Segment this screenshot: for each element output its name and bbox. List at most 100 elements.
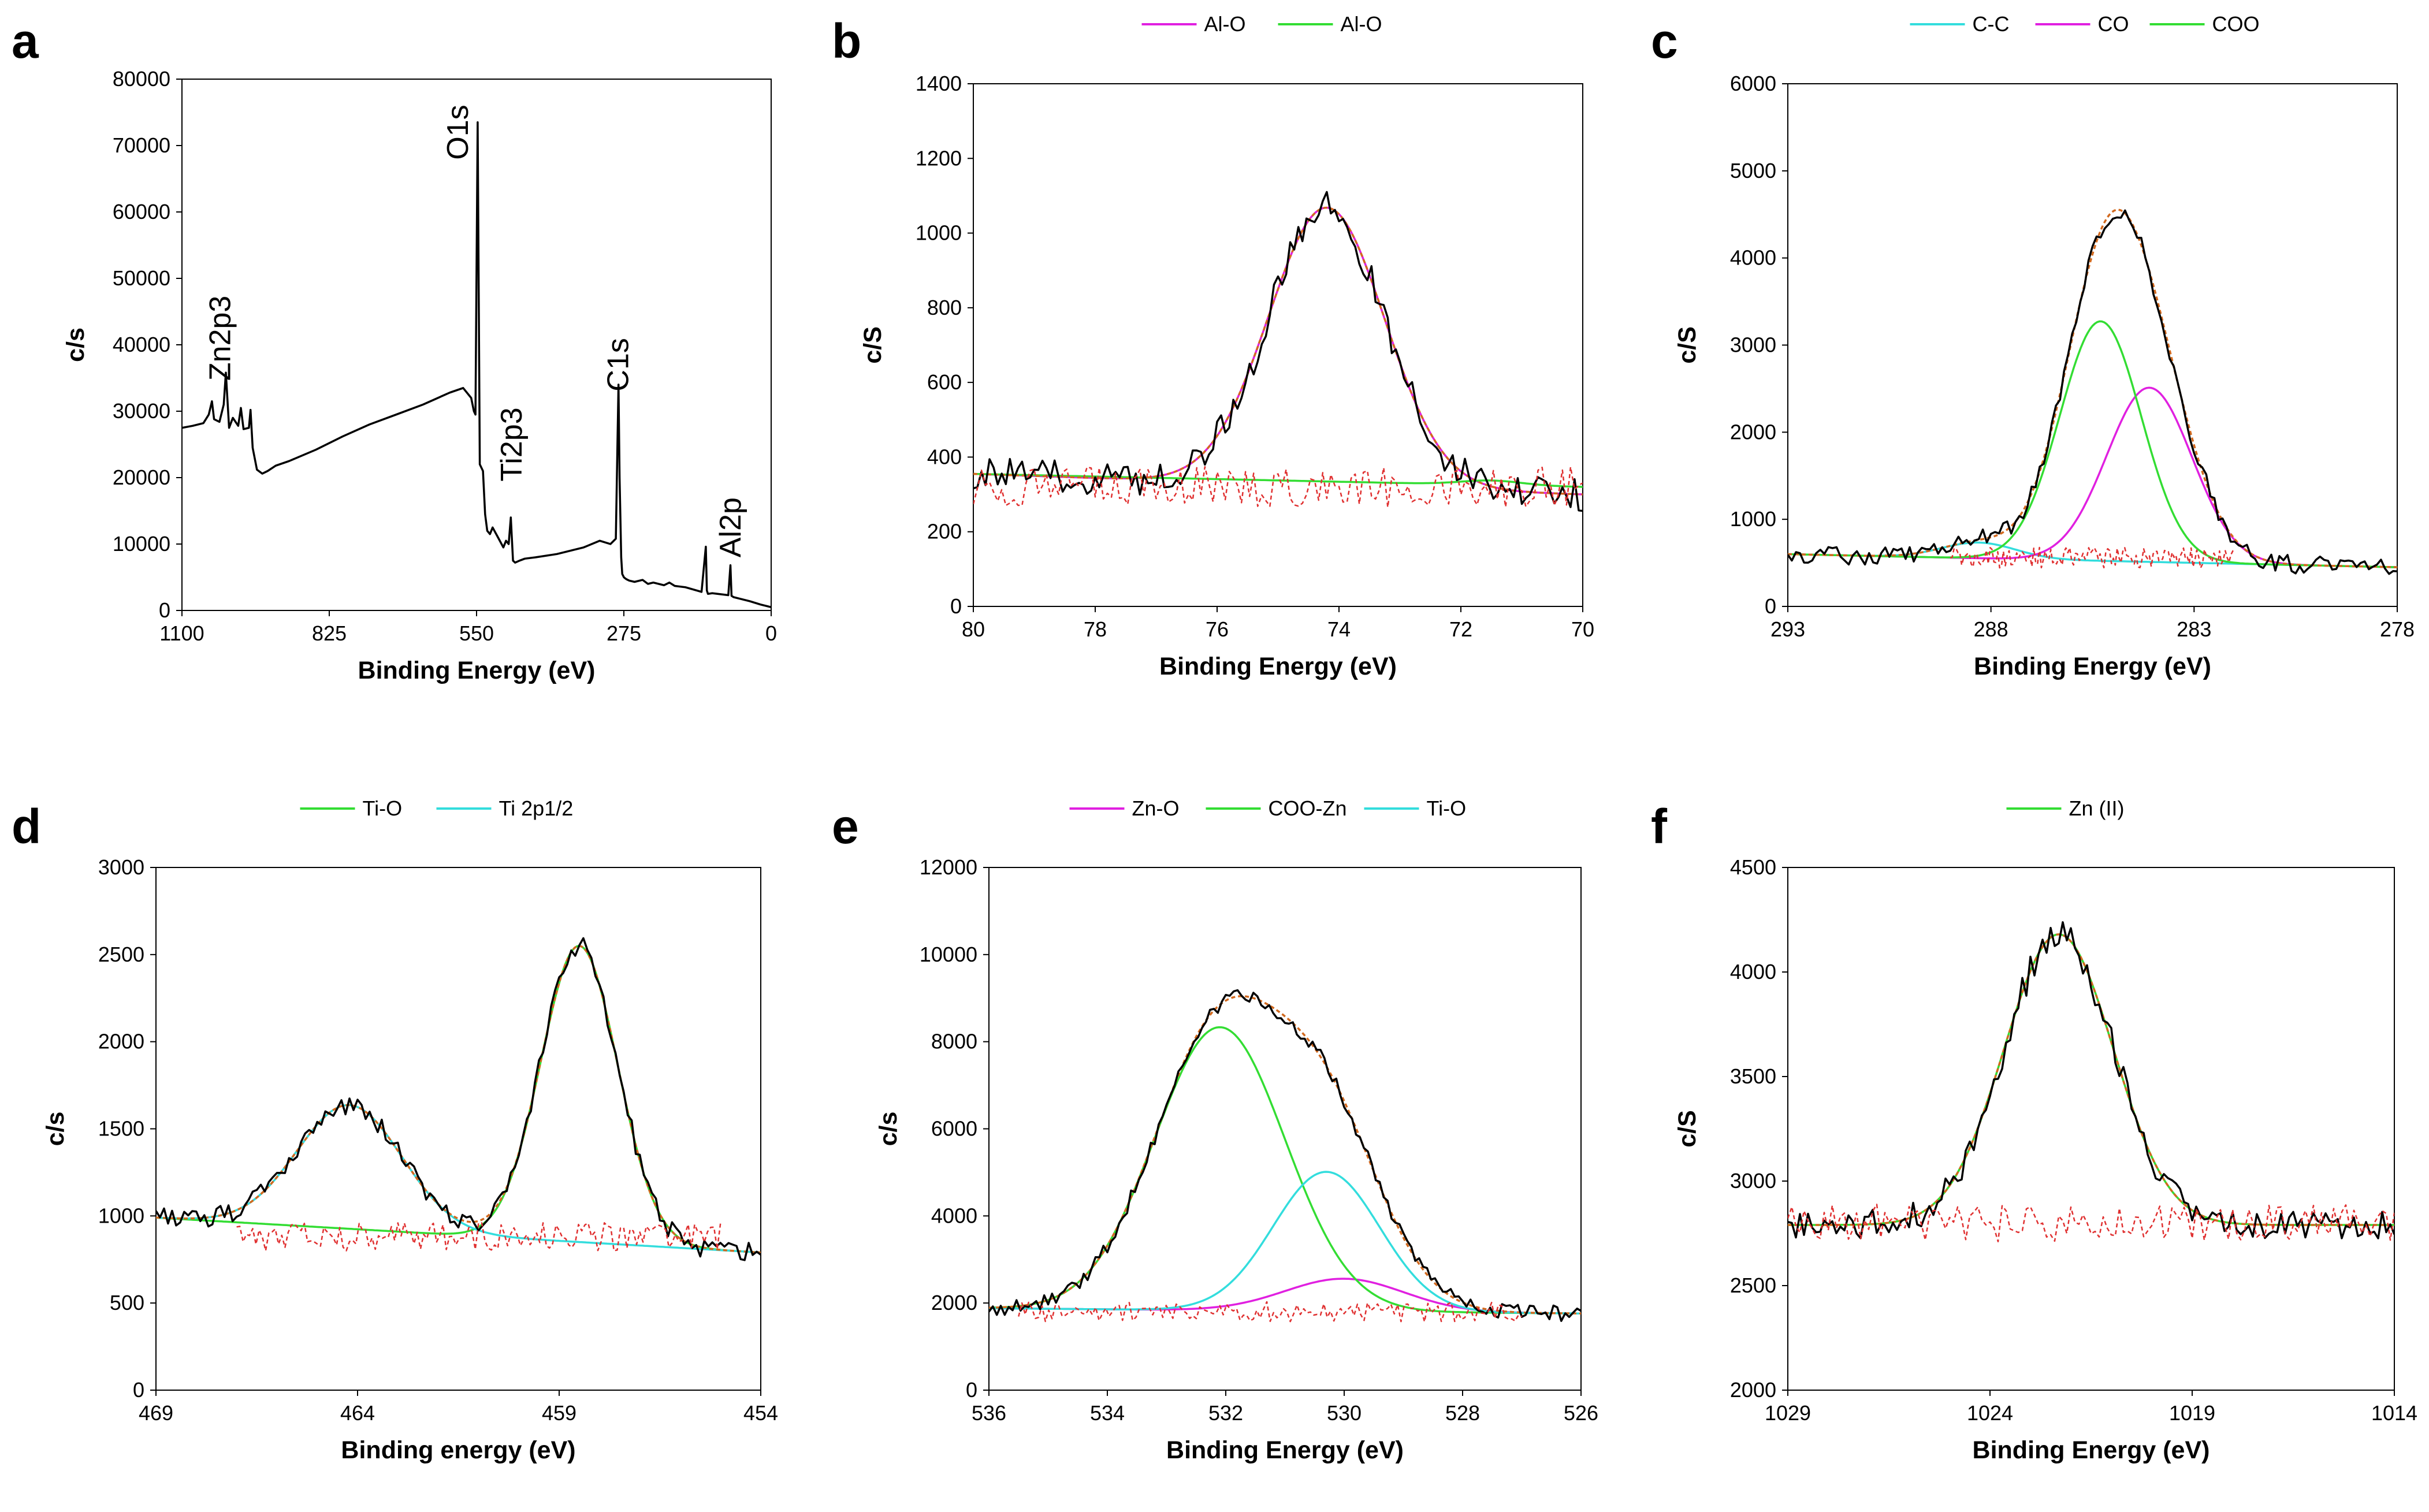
y-tick-label-d: 500 xyxy=(110,1291,144,1314)
legend-label-b: Al-O xyxy=(1341,12,1382,36)
y-tick-label-c: 0 xyxy=(1765,594,1776,618)
series-raw-b xyxy=(973,191,1583,512)
y-tick-label-c: 2000 xyxy=(1730,420,1776,444)
panel-letter-d: d xyxy=(12,799,41,854)
x-tick-label-e: 530 xyxy=(1327,1401,1362,1425)
panel-e: e 536 534 532 530 528 526 0 2000 4000 6000 8000 1000… xyxy=(832,796,1598,1464)
y-tick-label-d: 3000 xyxy=(98,855,144,879)
y-tick-label-f: 3500 xyxy=(1730,1064,1776,1088)
legend-label-b: Al-O xyxy=(1204,12,1246,36)
x-axis-title-d: Binding energy (eV) xyxy=(341,1436,575,1464)
series-residual-f xyxy=(1788,1204,2394,1243)
plot-frame-f xyxy=(1787,867,2395,1391)
series-residual-c xyxy=(1950,546,2235,569)
y-tick-label-f: 3000 xyxy=(1730,1169,1776,1193)
y-tick-label-a: 30000 xyxy=(113,399,170,423)
y-axis-title-c: c/S xyxy=(1673,326,1701,364)
y-tick-label-a: 50000 xyxy=(113,266,170,290)
series-raw-e xyxy=(989,989,1581,1322)
y-tick-label-e: 10000 xyxy=(920,943,977,966)
series-envelope-c xyxy=(1788,208,2397,568)
x-tick-label-b: 80 xyxy=(962,617,985,641)
x-tick-label-e: 528 xyxy=(1445,1401,1480,1425)
x-tick-label-d: 454 xyxy=(743,1401,778,1425)
x-tick-label-b: 70 xyxy=(1571,617,1594,641)
x-tick-label-f: 1029 xyxy=(1765,1401,1811,1425)
x-tick-label-f: 1014 xyxy=(2371,1401,2417,1425)
y-tick-label-b: 0 xyxy=(950,594,962,618)
y-tick-label-b: 200 xyxy=(927,520,962,543)
peak-label-c1s: C1s xyxy=(601,338,635,391)
y-tick-label-d: 1500 xyxy=(98,1117,144,1141)
plot-area-e xyxy=(989,989,1581,1323)
peak-label-al2p: Al2p xyxy=(714,497,747,557)
series-raw-d xyxy=(156,937,761,1261)
legend-label-d: Ti-O xyxy=(363,796,403,820)
y-tick-label-d: 1000 xyxy=(98,1204,144,1227)
y-tick-label-b: 1200 xyxy=(916,146,962,170)
x-tick-label-e: 532 xyxy=(1208,1401,1243,1425)
x-tick-label-c: 293 xyxy=(1770,617,1805,641)
x-tick-label-f: 1019 xyxy=(2169,1401,2215,1425)
y-tick-label-d: 2500 xyxy=(98,943,144,966)
y-tick-label-e: 4000 xyxy=(931,1204,977,1227)
x-tick-label-a: 550 xyxy=(459,621,494,645)
plot-area-f xyxy=(1788,921,2394,1243)
series-envelope-e xyxy=(989,995,1581,1314)
y-tick-label-f: 2500 xyxy=(1730,1273,1776,1297)
series-spectrum-a xyxy=(182,121,771,608)
panel-letter-a: a xyxy=(12,14,39,68)
y-tick-label-b: 600 xyxy=(927,370,962,394)
legend-label-d: Ti 2p1/2 xyxy=(499,796,574,820)
peak-label-zn2p3: Zn2p3 xyxy=(203,296,237,381)
y-tick-label-b: 400 xyxy=(927,445,962,468)
legend-label-e: COO-Zn xyxy=(1269,796,1347,820)
panel-c: c 293 288 283 278 0 1000 2000 3000 4000 5000 6000 Bi… xyxy=(1651,12,2415,680)
plot-frame-b xyxy=(973,83,1583,607)
y-tick-label-b: 1400 xyxy=(916,72,962,95)
y-tick-label-a: 0 xyxy=(159,598,170,622)
series-residual-d xyxy=(236,1222,721,1252)
series-raw-f xyxy=(1788,921,2394,1239)
y-tick-label-c: 1000 xyxy=(1730,507,1776,531)
x-tick-label-c: 283 xyxy=(2177,617,2211,641)
x-tick-label-d: 459 xyxy=(542,1401,576,1425)
panel-d: d 469 464 459 454 0 500 1000 1500 2000 2500 3000 Bin… xyxy=(12,796,778,1464)
y-tick-label-a: 40000 xyxy=(113,333,170,356)
y-tick-label-d: 2000 xyxy=(98,1030,144,1053)
x-axis-title-b: Binding Energy (eV) xyxy=(1159,653,1397,680)
y-tick-label-a: 60000 xyxy=(113,200,170,224)
legend-label-c: C-C xyxy=(1973,12,2010,36)
y-tick-label-a: 80000 xyxy=(113,67,170,91)
y-tick-label-e: 0 xyxy=(966,1378,977,1402)
y-tick-label-a: 20000 xyxy=(113,465,170,489)
panel-letter-f: f xyxy=(1651,799,1668,854)
x-axis-title-f: Binding Energy (eV) xyxy=(1973,1436,2210,1464)
x-tick-label-a: 1100 xyxy=(159,621,204,645)
legend-label-f: Zn (II) xyxy=(2069,796,2125,820)
x-tick-label-d: 464 xyxy=(340,1401,375,1425)
y-tick-label-b: 1000 xyxy=(916,221,962,245)
y-axis-title-a: c/s xyxy=(62,327,90,362)
x-tick-label-e: 526 xyxy=(1564,1401,1598,1425)
y-axis-title-b: c/S xyxy=(859,326,887,364)
x-tick-label-a: 275 xyxy=(607,621,641,645)
plot-area-b xyxy=(973,191,1583,512)
legend-label-c: CO xyxy=(2098,12,2129,36)
y-tick-label-e: 2000 xyxy=(931,1291,977,1314)
x-axis-title-e: Binding Energy (eV) xyxy=(1166,1436,1404,1464)
x-tick-label-a: 825 xyxy=(312,621,347,645)
y-tick-label-d: 0 xyxy=(133,1378,144,1402)
y-tick-label-a: 10000 xyxy=(113,532,170,556)
x-axis-title-a: Binding Energy (eV) xyxy=(358,657,596,684)
peak-label-ti2p3: Ti2p3 xyxy=(495,407,529,481)
y-tick-label-c: 3000 xyxy=(1730,333,1776,357)
series-al-o-minor--b xyxy=(973,472,1583,488)
x-tick-label-b: 74 xyxy=(1327,617,1351,641)
y-axis-title-e: c/s xyxy=(875,1112,902,1146)
y-tick-label-f: 4000 xyxy=(1730,960,1776,984)
series-residual-b xyxy=(973,465,1583,508)
y-tick-label-e: 12000 xyxy=(920,855,977,879)
y-tick-label-c: 6000 xyxy=(1730,72,1776,95)
